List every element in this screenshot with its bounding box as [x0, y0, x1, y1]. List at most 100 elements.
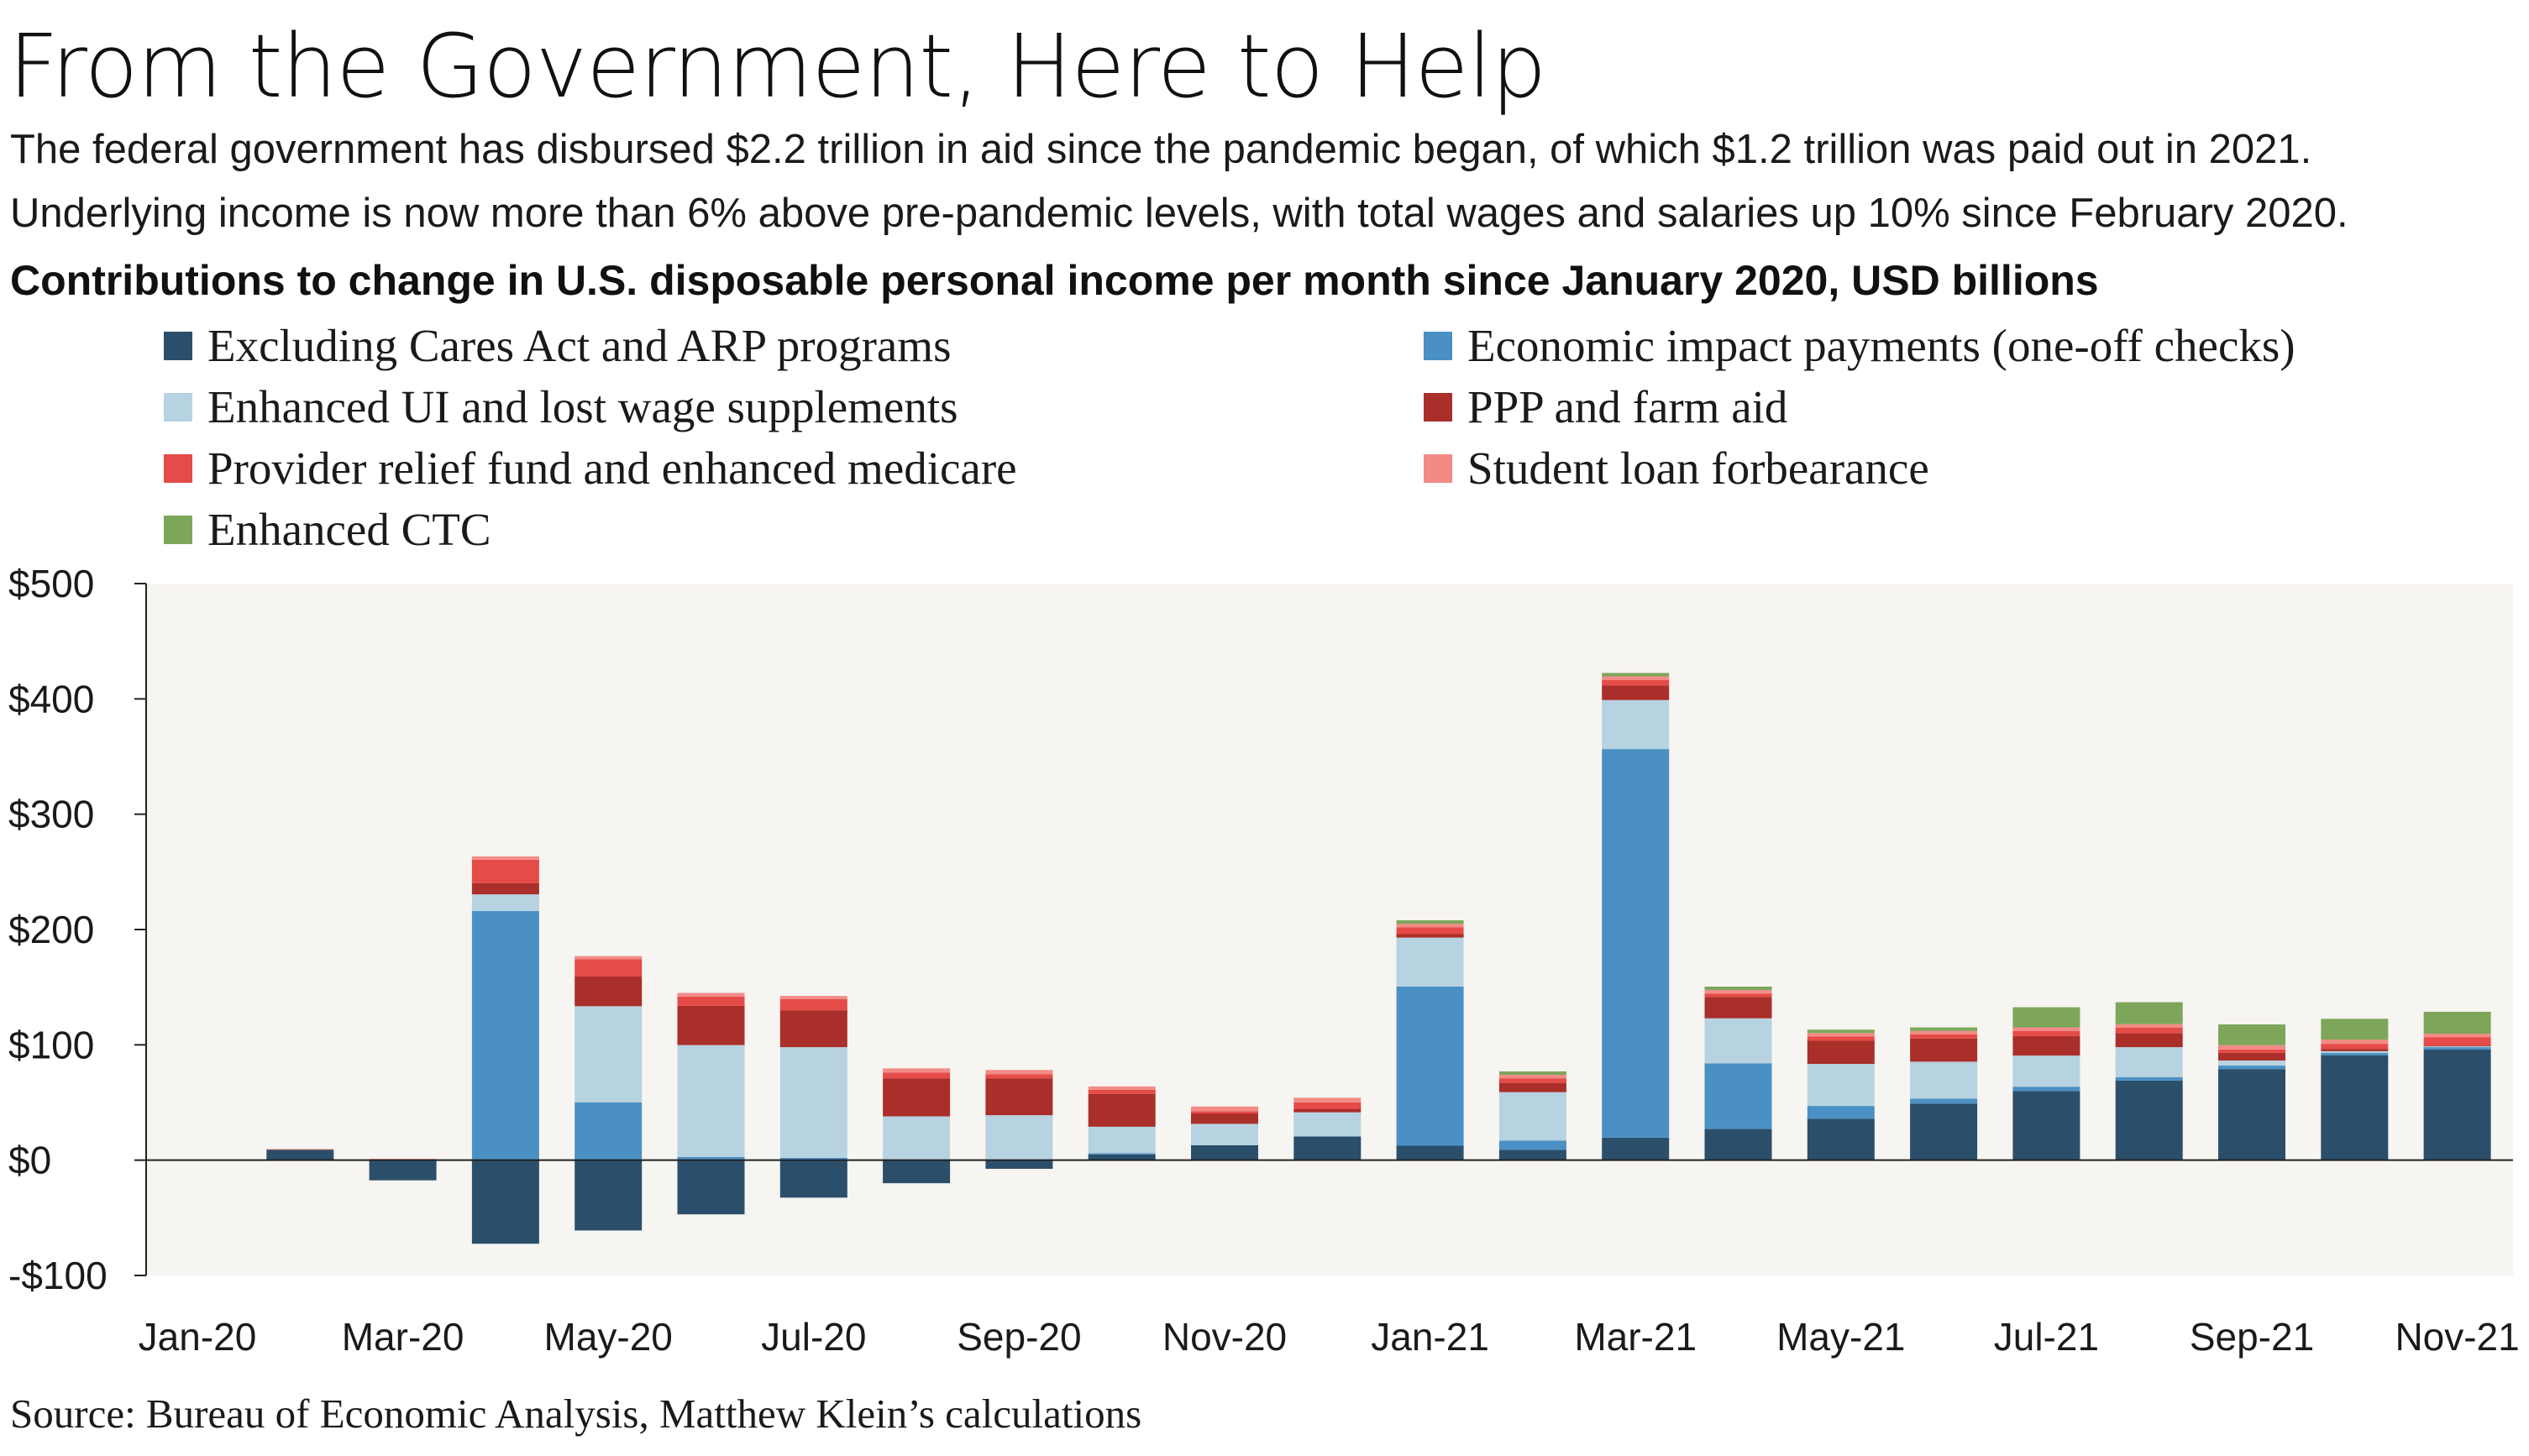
- bar-segment-May-21-3: [1807, 1040, 1875, 1064]
- bar-segment-Apr-20-0: [471, 1160, 539, 1244]
- y-tick-label: -$100: [8, 1254, 108, 1297]
- legend-swatch: [164, 331, 192, 360]
- bar-segment-Aug-21-1: [2115, 1076, 2183, 1081]
- bar-segment-Mar-21-3: [1602, 685, 1670, 700]
- bar-segment-Nov-21-2: [2423, 1046, 2491, 1048]
- legend-swatch: [1424, 392, 1452, 422]
- bar-segment-Jul-21-6: [2012, 1007, 2080, 1028]
- legend-swatch: [164, 453, 192, 483]
- x-tick-label: Mar-21: [1574, 1315, 1697, 1359]
- legend-label: Economic impact payments (one-off checks…: [1467, 320, 2296, 371]
- bar-segment-Aug-21-2: [2115, 1047, 2183, 1077]
- bar-segment-Sep-21-3: [2218, 1052, 2285, 1061]
- legend-label: Enhanced UI and lost wage supplements: [207, 381, 958, 432]
- bar-segment-Dec-20-2: [1293, 1112, 1362, 1137]
- x-tick-label: Jan-21: [1371, 1315, 1489, 1359]
- legend-item: Enhanced UI and lost wage supplements: [164, 380, 958, 433]
- bar-segment-Jun-20-5: [677, 992, 745, 997]
- bar-segment-Jan-21-5: [1396, 924, 1464, 928]
- bar-segment-Aug-21-3: [2115, 1033, 2183, 1048]
- chart-title: Contributions to change in U.S. disposab…: [10, 257, 2099, 304]
- bar-segment-Nov-20-4: [1191, 1111, 1258, 1114]
- bar-segment-Jul-20-0: [779, 1160, 847, 1198]
- source-note: Source: Bureau of Economic Analysis, Mat…: [10, 1391, 1142, 1437]
- x-tick-label: Mar-20: [342, 1315, 464, 1359]
- bar-segment-Jul-20-5: [779, 996, 847, 999]
- y-tick-label: $300: [8, 793, 94, 836]
- legend-item: Economic impact payments (one-off checks…: [1424, 319, 2296, 372]
- bar-segment-Feb-21-6: [1498, 1071, 1566, 1076]
- bar-segment-May-20-3: [575, 977, 643, 1007]
- x-tick-label: Nov-20: [1162, 1315, 1287, 1359]
- bar-segment-Sep-21-6: [2218, 1024, 2285, 1045]
- bar-segment-Sep-20-0: [985, 1160, 1053, 1169]
- bar-segment-Nov-21-4: [2423, 1037, 2491, 1046]
- bar-segment-Feb-21-1: [1498, 1140, 1566, 1150]
- y-tick-label: $0: [8, 1139, 51, 1182]
- bar-segment-Mar-21-2: [1602, 699, 1670, 750]
- bar-segment-Jul-21-4: [2012, 1030, 2080, 1036]
- bar-segment-Jun-20-1: [677, 1156, 745, 1160]
- bar-segment-Apr-21-2: [1704, 1018, 1772, 1064]
- bar-segment-May-20-0: [575, 1160, 643, 1231]
- x-tick-label: Sep-21: [2190, 1315, 2314, 1359]
- bar-segment-May-21-4: [1807, 1036, 1875, 1041]
- bar-segment-Feb-21-5: [1498, 1075, 1566, 1079]
- bar-segment-Dec-20-0: [1293, 1136, 1362, 1160]
- legend-label: Excluding Cares Act and ARP programs: [207, 320, 952, 371]
- y-tick-label: $200: [8, 908, 94, 951]
- bar-segment-Jun-20-4: [677, 996, 745, 1006]
- bar-segment-Sep-21-2: [2218, 1061, 2285, 1066]
- bar-segment-Oct-21-5: [2321, 1040, 2389, 1045]
- x-tick-label: Sep-20: [957, 1315, 1081, 1359]
- bar-segment-Aug-21-4: [2115, 1027, 2183, 1034]
- bar-segment-Aug-20-3: [883, 1078, 951, 1117]
- bar-segment-May-20-1: [575, 1102, 643, 1160]
- bar-segment-Jan-21-4: [1396, 927, 1464, 935]
- bar-segment-Apr-20-1: [471, 911, 539, 1160]
- x-tick-label: May-20: [544, 1315, 673, 1359]
- bar-segment-Mar-21-1: [1602, 749, 1670, 1138]
- bar-segment-Jul-20-2: [779, 1047, 847, 1158]
- bar-segment-Aug-21-0: [2115, 1080, 2183, 1160]
- bar-segment-Dec-20-3: [1293, 1108, 1362, 1113]
- bar-segment-Oct-21-0: [2321, 1055, 2389, 1160]
- bar-segment-Mar-21-4: [1602, 679, 1670, 686]
- x-tick-label: Jan-20: [139, 1315, 257, 1359]
- bar-segment-Jun-20-2: [677, 1045, 745, 1157]
- bar-segment-May-21-1: [1807, 1106, 1875, 1119]
- bar-segment-Mar-21-5: [1602, 676, 1670, 680]
- x-tick-label: Jul-21: [1994, 1315, 2099, 1359]
- bar-segment-Dec-20-4: [1293, 1102, 1362, 1109]
- bar-segment-Apr-21-5: [1704, 990, 1772, 994]
- bar-segment-Apr-20-2: [471, 894, 539, 912]
- subtitle-line-2: Underlying income is now more than 6% ab…: [10, 191, 2348, 236]
- bar-segment-Nov-21-0: [2423, 1049, 2491, 1160]
- bar-segment-Feb-21-2: [1498, 1092, 1566, 1141]
- bar-segment-Nov-20-2: [1191, 1123, 1258, 1145]
- bar-segment-Aug-20-2: [883, 1116, 951, 1160]
- bar-segment-Jan-21-2: [1396, 937, 1464, 987]
- bar-segment-Jun-20-0: [677, 1160, 745, 1215]
- bar-segment-Sep-20-5: [985, 1070, 1053, 1075]
- bar-segment-Jul-20-1: [779, 1157, 847, 1160]
- bar-segment-Oct-21-2: [2321, 1050, 2389, 1053]
- y-tick-label: $400: [8, 677, 94, 720]
- bar-segment-Nov-21-5: [2423, 1034, 2491, 1038]
- bar-segment-May-21-6: [1807, 1029, 1875, 1034]
- bar-segment-Sep-20-2: [985, 1115, 1053, 1160]
- bar-segment-Apr-21-1: [1704, 1063, 1772, 1129]
- bar-segment-Jan-21-6: [1396, 920, 1464, 924]
- bar-segment-Oct-21-1: [2321, 1052, 2389, 1055]
- bar-segment-Apr-20-4: [471, 859, 539, 883]
- bar-segment-Mar-20-0: [369, 1160, 437, 1181]
- bar-segment-Aug-20-0: [883, 1160, 951, 1184]
- legend-label: PPP and farm aid: [1467, 381, 1788, 432]
- bar-segment-Jun-21-4: [1910, 1034, 1978, 1039]
- bar-segment-Sep-20-4: [985, 1074, 1053, 1079]
- bar-segment-May-21-5: [1807, 1033, 1875, 1037]
- bar-segment-Feb-20-0: [266, 1150, 334, 1160]
- bar-segment-May-21-2: [1807, 1063, 1875, 1107]
- bar-segment-Aug-20-5: [883, 1068, 951, 1073]
- bar-segment-Sep-21-0: [2218, 1069, 2285, 1160]
